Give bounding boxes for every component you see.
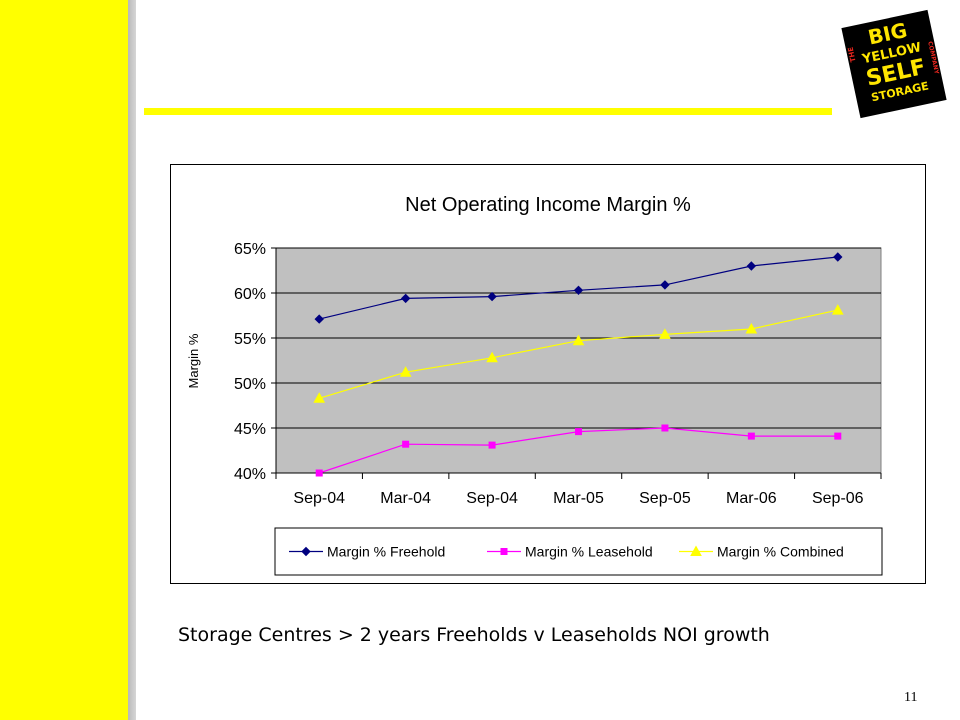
x-tick-label: Sep-04 — [466, 490, 518, 507]
legend-label: Margin % Freehold — [327, 544, 445, 560]
data-point — [402, 440, 410, 448]
noi-margin-chart: Net Operating Income Margin % 40% 45% 50% 55… — [186, 194, 883, 576]
data-point — [315, 469, 323, 477]
data-point — [575, 428, 582, 436]
x-tick-label: Mar-04 — [380, 490, 431, 507]
chart-frame: Net Operating Income Margin % 40% 45% 50% 55… — [170, 164, 926, 584]
y-tick-label: 50% — [234, 376, 266, 393]
data-point — [487, 291, 497, 302]
data-point — [659, 328, 671, 339]
page-number: 11 — [904, 690, 918, 705]
svg-text:THE: THE — [847, 46, 858, 63]
y-tick-label: 45% — [234, 421, 266, 438]
legend-marker — [301, 546, 311, 557]
data-point — [313, 392, 326, 403]
data-point — [399, 366, 412, 377]
data-point — [746, 261, 757, 271]
legend-marker — [500, 548, 508, 555]
slide-caption: Storage Centres > 2 years Freeholds v Le… — [178, 624, 770, 646]
x-tick-label: Sep-04 — [293, 490, 345, 507]
legend-label: Margin % Combined — [717, 544, 844, 560]
data-point — [833, 252, 843, 262]
data-point — [831, 304, 844, 315]
y-tick-label: 60% — [234, 286, 266, 303]
y-tick-label: 65% — [234, 241, 266, 258]
data-point — [572, 334, 585, 346]
data-point — [747, 432, 755, 440]
y-tick-label: 55% — [234, 331, 266, 348]
data-point — [314, 314, 324, 324]
x-tick-label: Mar-06 — [726, 490, 777, 507]
header-rule — [144, 108, 832, 115]
data-point — [573, 285, 584, 296]
left-bar-shadow — [128, 0, 136, 720]
data-point — [400, 293, 411, 304]
data-point — [660, 280, 670, 290]
data-point — [834, 432, 842, 440]
y-tick-label: 40% — [234, 466, 266, 483]
x-tick-label: Mar-05 — [553, 490, 604, 507]
legend-label: Margin % Leasehold — [525, 544, 653, 560]
x-tick-label: Sep-05 — [639, 490, 691, 507]
data-point — [486, 351, 498, 363]
data-point — [745, 322, 758, 334]
x-tick-label: Sep-06 — [812, 490, 864, 507]
data-point — [488, 441, 496, 449]
legend-box — [274, 527, 883, 576]
y-axis-label: Margin % — [186, 333, 201, 388]
left-accent-bar — [0, 0, 128, 720]
big-yellow-logo: BIG YELLOW SELF STORAGE THE COMPANY — [841, 9, 947, 119]
chart-title: Net Operating Income Margin % — [405, 194, 691, 216]
data-point — [661, 424, 669, 432]
legend-marker — [690, 545, 702, 556]
plot-area — [275, 247, 882, 474]
